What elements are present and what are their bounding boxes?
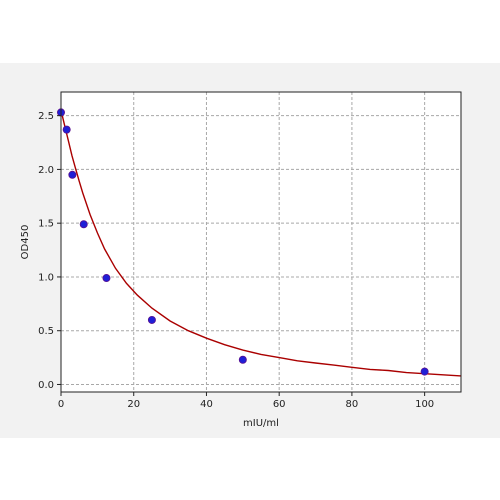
y-tick-label: 0.5 xyxy=(38,326,54,337)
plot-border xyxy=(60,91,462,393)
plot-area xyxy=(61,92,461,392)
data-point xyxy=(62,125,71,134)
y-tick-label: 0.0 xyxy=(38,380,54,391)
data-point xyxy=(147,315,156,324)
x-tick-label: 80 xyxy=(346,399,359,410)
x-tick-label: 100 xyxy=(415,399,434,410)
y-tick-label: 2.0 xyxy=(38,165,54,176)
data-point xyxy=(68,170,77,179)
x-tick-label: 20 xyxy=(127,399,140,410)
data-points xyxy=(57,108,429,376)
fit-curve xyxy=(60,110,462,377)
fit-curve-layer xyxy=(60,110,462,377)
y-axis-ticks: 0.0 0.5 1.0 1.5 2.0 2.5 xyxy=(38,111,61,391)
y-axis-title: OD450 xyxy=(20,225,31,260)
x-axis-ticks: 0 20 40 60 80 100 xyxy=(58,392,434,410)
x-tick-label: 0 xyxy=(58,399,64,410)
data-point xyxy=(102,274,111,283)
data-point xyxy=(79,220,88,229)
x-tick-label: 60 xyxy=(273,399,286,410)
y-tick-label: 2.5 xyxy=(38,111,54,122)
x-axis-title: mIU/ml xyxy=(243,418,279,429)
data-point xyxy=(238,355,247,364)
y-tick-label: 1.0 xyxy=(38,272,54,283)
y-tick-label: 1.5 xyxy=(38,219,54,230)
data-point xyxy=(420,367,429,376)
grid xyxy=(61,92,461,392)
x-tick-label: 40 xyxy=(200,399,213,410)
